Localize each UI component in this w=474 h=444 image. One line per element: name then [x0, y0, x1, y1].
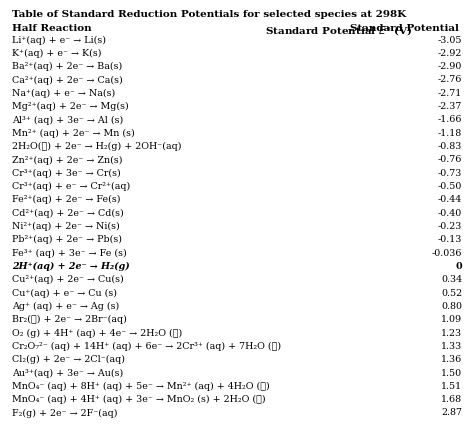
Text: Br₂(ℓ) + 2e⁻ → 2Br⁻(aq): Br₂(ℓ) + 2e⁻ → 2Br⁻(aq) — [12, 315, 127, 325]
Text: Na⁺(aq) + e⁻ → Na(s): Na⁺(aq) + e⁻ → Na(s) — [12, 89, 115, 98]
Text: Cu⁺(aq) + e⁻ → Cu (s): Cu⁺(aq) + e⁻ → Cu (s) — [12, 289, 117, 298]
Text: 2.87: 2.87 — [441, 408, 462, 417]
Text: F₂(g) + 2e⁻ → 2F⁻(aq): F₂(g) + 2e⁻ → 2F⁻(aq) — [12, 408, 118, 418]
Text: Ca²⁺(aq) + 2e⁻ → Ca(s): Ca²⁺(aq) + 2e⁻ → Ca(s) — [12, 75, 123, 85]
Text: 2H⁺(aq) + 2e⁻ → H₂(g): 2H⁺(aq) + 2e⁻ → H₂(g) — [12, 262, 129, 271]
Text: Cr₂O₇²⁻ (aq) + 14H⁺ (aq) + 6e⁻ → 2Cr³⁺ (aq) + 7H₂O (ℓ): Cr₂O₇²⁻ (aq) + 14H⁺ (aq) + 6e⁻ → 2Cr³⁺ (… — [12, 342, 281, 351]
Text: Ba²⁺(aq) + 2e⁻ → Ba(s): Ba²⁺(aq) + 2e⁻ → Ba(s) — [12, 62, 122, 71]
Text: 1.36: 1.36 — [441, 355, 462, 364]
Text: Cr³⁺(aq) + e⁻ → Cr²⁺(aq): Cr³⁺(aq) + e⁻ → Cr²⁺(aq) — [12, 182, 130, 191]
Text: -0.76: -0.76 — [438, 155, 462, 164]
Text: -0.50: -0.50 — [438, 182, 462, 191]
Text: -0.40: -0.40 — [438, 209, 462, 218]
Text: Table of Standard Reduction Potentials for selected species at 298K: Table of Standard Reduction Potentials f… — [12, 10, 406, 19]
Text: Mg²⁺(aq) + 2e⁻ → Mg(s): Mg²⁺(aq) + 2e⁻ → Mg(s) — [12, 102, 128, 111]
Text: -2.90: -2.90 — [438, 62, 462, 71]
Text: 1.23: 1.23 — [441, 329, 462, 337]
Text: Li⁺(aq) + e⁻ → Li(s): Li⁺(aq) + e⁻ → Li(s) — [12, 36, 106, 45]
Text: MnO₄⁻ (aq) + 4H⁺ (aq) + 3e⁻ → MnO₂ (s) + 2H₂O (ℓ): MnO₄⁻ (aq) + 4H⁺ (aq) + 3e⁻ → MnO₂ (s) +… — [12, 395, 265, 404]
Text: 1.68: 1.68 — [441, 395, 462, 404]
Text: Cu²⁺(aq) + 2e⁻ → Cu(s): Cu²⁺(aq) + 2e⁻ → Cu(s) — [12, 275, 124, 285]
Text: 0.34: 0.34 — [441, 275, 462, 284]
Text: Standard Potential: Standard Potential — [350, 24, 462, 33]
Text: K⁺(aq) + e⁻ → K(s): K⁺(aq) + e⁻ → K(s) — [12, 49, 101, 58]
Text: 0.80: 0.80 — [441, 302, 462, 311]
Text: -1.66: -1.66 — [438, 115, 462, 124]
Text: -2.92: -2.92 — [438, 49, 462, 58]
Text: O₂ (g) + 4H⁺ (aq) + 4e⁻ → 2H₂O (ℓ): O₂ (g) + 4H⁺ (aq) + 4e⁻ → 2H₂O (ℓ) — [12, 329, 182, 338]
Text: Mn²⁺ (aq) + 2e⁻ → Mn (s): Mn²⁺ (aq) + 2e⁻ → Mn (s) — [12, 129, 135, 138]
Text: -1.18: -1.18 — [438, 129, 462, 138]
Text: 1.51: 1.51 — [441, 382, 462, 391]
Text: 0.52: 0.52 — [441, 289, 462, 297]
Text: Au³⁺(aq) + 3e⁻ → Au(s): Au³⁺(aq) + 3e⁻ → Au(s) — [12, 369, 123, 378]
Text: Cl₂(g) + 2e⁻ → 2Cl⁻(aq): Cl₂(g) + 2e⁻ → 2Cl⁻(aq) — [12, 355, 125, 365]
Text: -2.71: -2.71 — [438, 89, 462, 98]
Text: 1.50: 1.50 — [441, 369, 462, 377]
Text: -0.036: -0.036 — [432, 249, 462, 258]
Text: Fe²⁺(aq) + 2e⁻ → Fe(s): Fe²⁺(aq) + 2e⁻ → Fe(s) — [12, 195, 120, 205]
Text: -0.73: -0.73 — [438, 169, 462, 178]
Text: 0: 0 — [456, 262, 462, 271]
Text: 1.33: 1.33 — [441, 342, 462, 351]
Text: Cr³⁺(aq) + 3e⁻ → Cr(s): Cr³⁺(aq) + 3e⁻ → Cr(s) — [12, 169, 120, 178]
Text: 2H₂O(ℓ) + 2e⁻ → H₂(g) + 2OH⁻(aq): 2H₂O(ℓ) + 2e⁻ → H₂(g) + 2OH⁻(aq) — [12, 142, 182, 151]
Text: Cd²⁺(aq) + 2e⁻ → Cd(s): Cd²⁺(aq) + 2e⁻ → Cd(s) — [12, 209, 124, 218]
Text: -2.76: -2.76 — [438, 75, 462, 84]
Text: Standard Potential $\mathit{E}$° (V): Standard Potential $\mathit{E}$° (V) — [265, 24, 413, 37]
Text: Ag⁺ (aq) + e⁻ → Ag (s): Ag⁺ (aq) + e⁻ → Ag (s) — [12, 302, 119, 311]
Text: Zn²⁺(aq) + 2e⁻ → Zn(s): Zn²⁺(aq) + 2e⁻ → Zn(s) — [12, 155, 122, 165]
Text: -3.05: -3.05 — [438, 36, 462, 44]
Text: Pb²⁺(aq) + 2e⁻ → Pb(s): Pb²⁺(aq) + 2e⁻ → Pb(s) — [12, 235, 122, 245]
Text: 1.09: 1.09 — [441, 315, 462, 324]
Text: Half Reaction: Half Reaction — [12, 24, 91, 33]
Text: -0.83: -0.83 — [438, 142, 462, 151]
Text: MnO₄⁻ (aq) + 8H⁺ (aq) + 5e⁻ → Mn²⁺ (aq) + 4H₂O (ℓ): MnO₄⁻ (aq) + 8H⁺ (aq) + 5e⁻ → Mn²⁺ (aq) … — [12, 382, 270, 391]
Text: -0.23: -0.23 — [438, 222, 462, 231]
Text: -0.44: -0.44 — [438, 195, 462, 204]
Text: Al³⁺ (aq) + 3e⁻ → Al (s): Al³⁺ (aq) + 3e⁻ → Al (s) — [12, 115, 123, 125]
Text: -0.13: -0.13 — [438, 235, 462, 244]
Text: Ni²⁺(aq) + 2e⁻ → Ni(s): Ni²⁺(aq) + 2e⁻ → Ni(s) — [12, 222, 119, 231]
Text: Fe³⁺ (aq) + 3e⁻ → Fe (s): Fe³⁺ (aq) + 3e⁻ → Fe (s) — [12, 249, 127, 258]
Text: -2.37: -2.37 — [438, 102, 462, 111]
